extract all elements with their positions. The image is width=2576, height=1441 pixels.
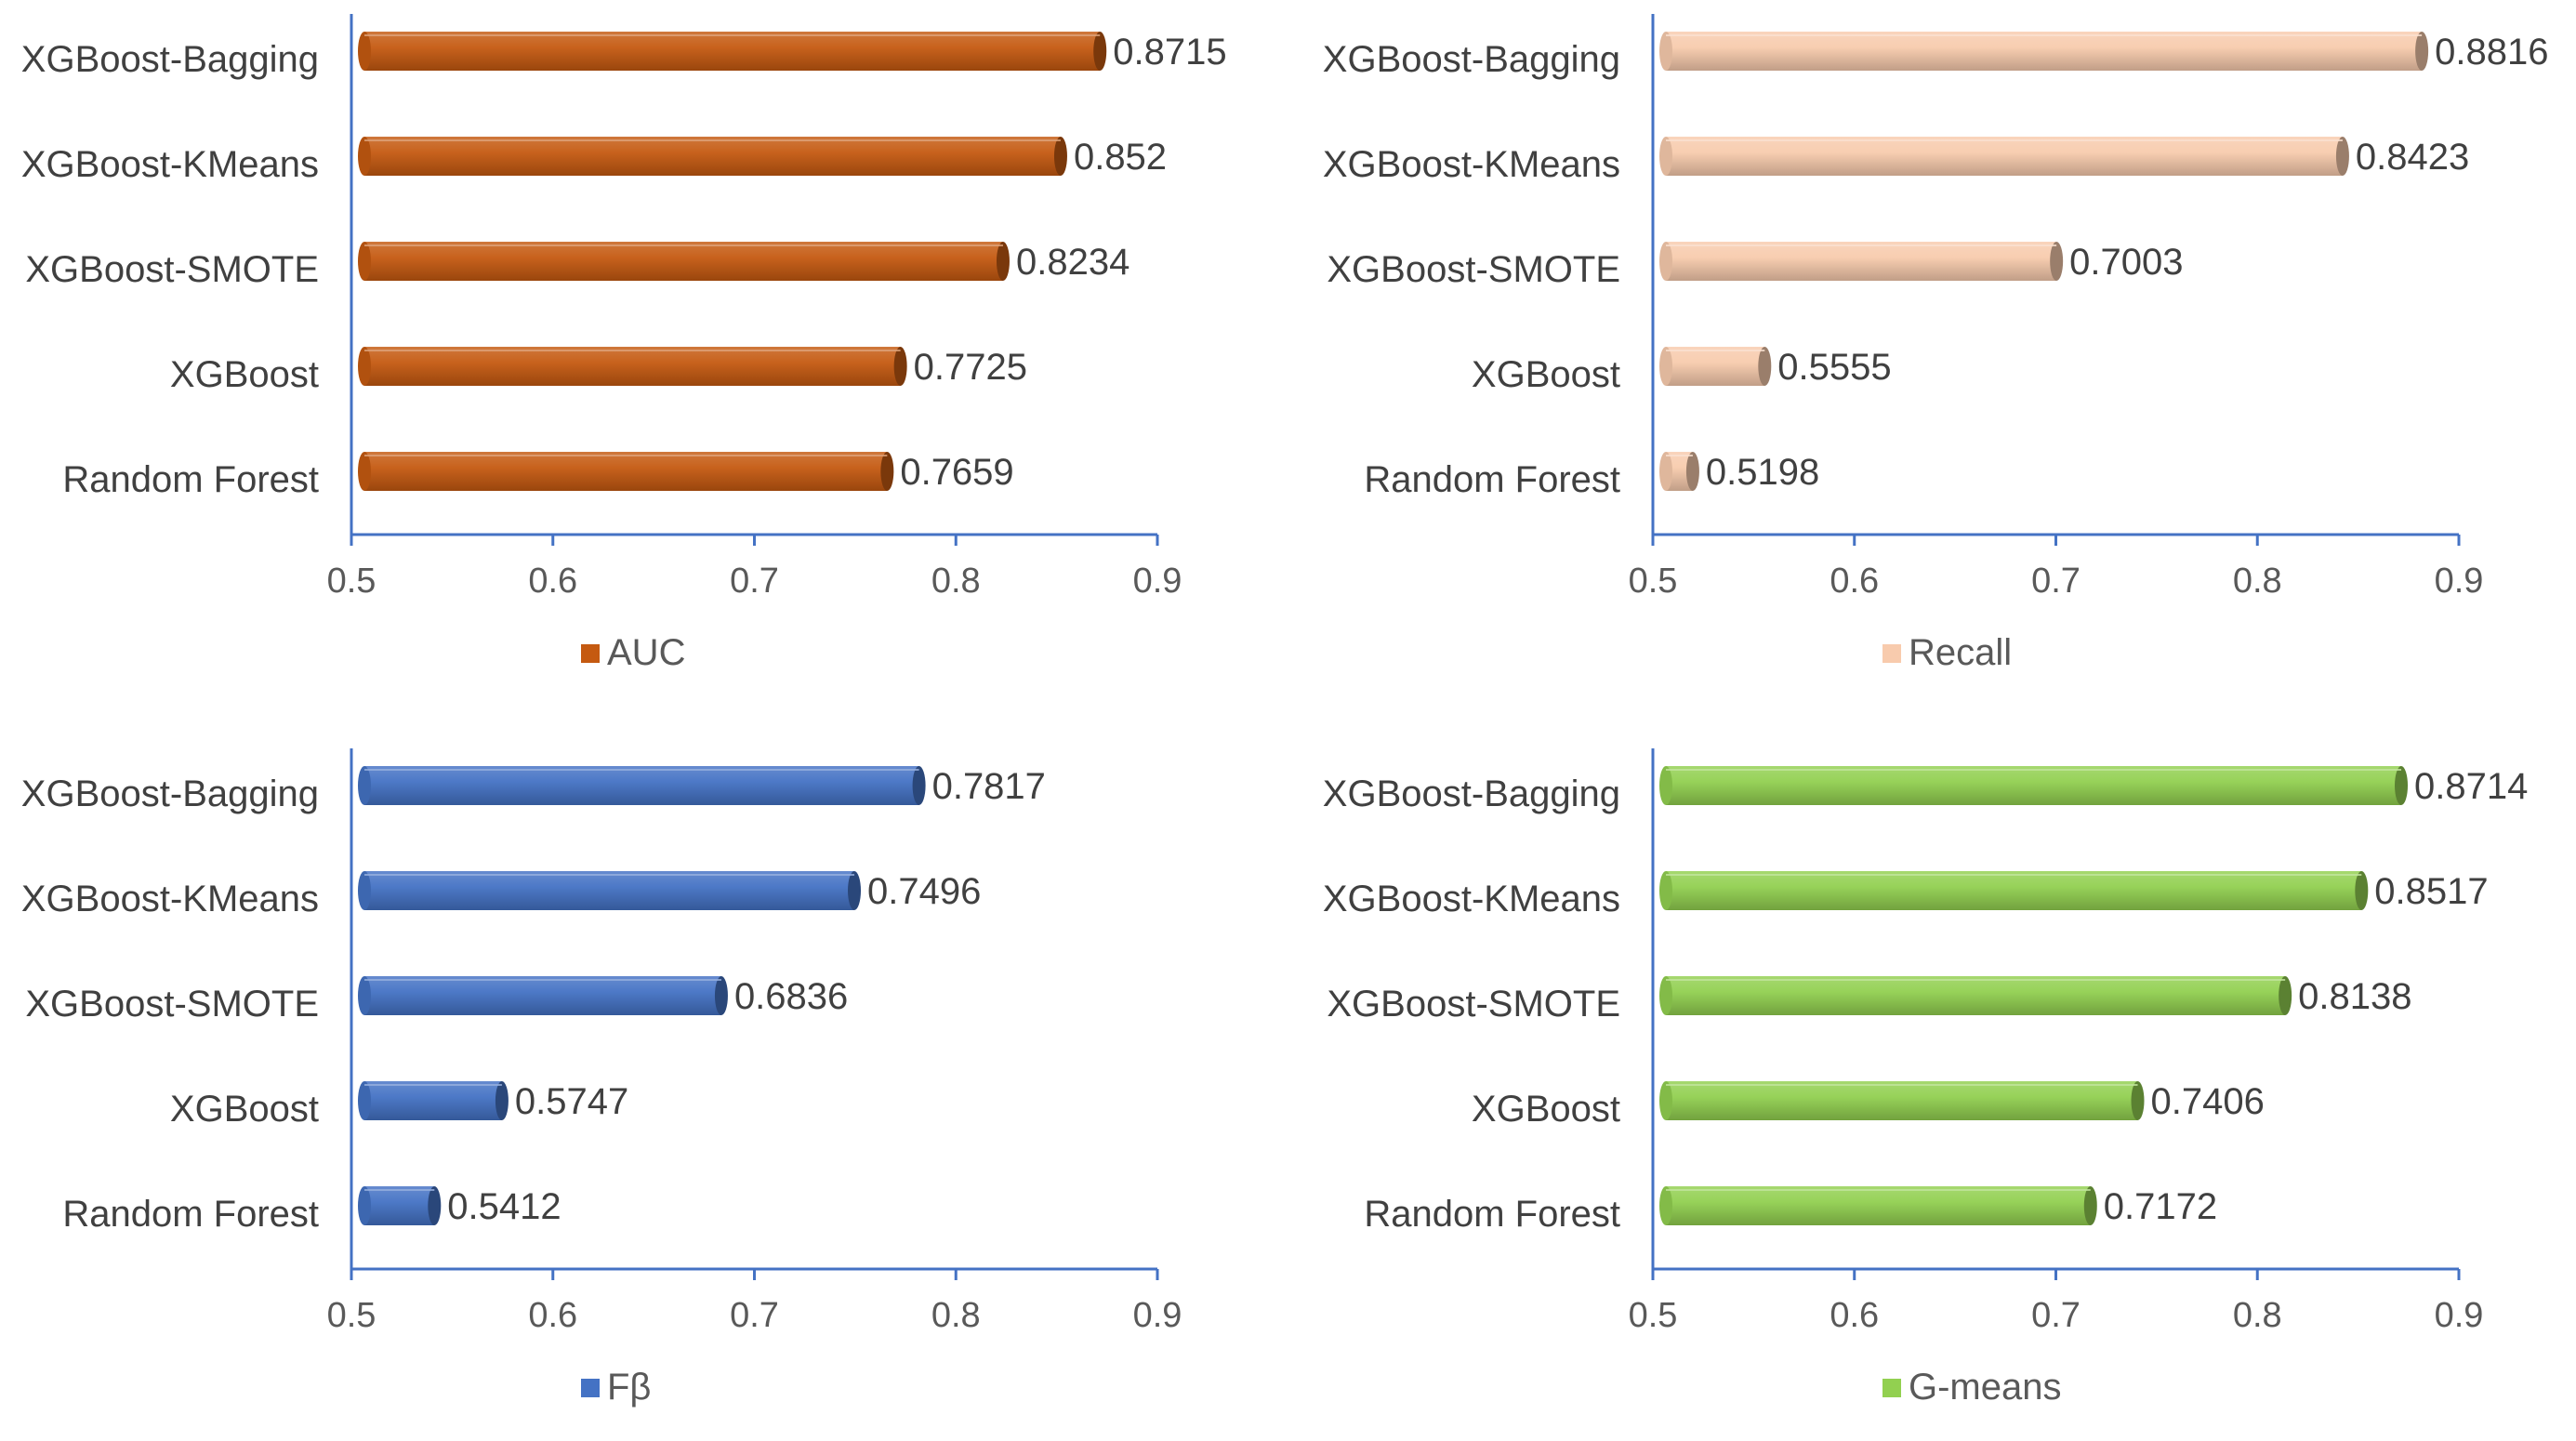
data-label: 0.6836 xyxy=(734,976,848,1017)
category-label: Random Forest xyxy=(1364,459,1620,500)
x-tick-label: 0.6 xyxy=(1830,1296,1879,1335)
data-label: 0.8234 xyxy=(1016,242,1129,283)
x-tick-label: 0.9 xyxy=(2435,1296,2484,1335)
x-tick-label: 0.5 xyxy=(327,1296,376,1335)
category-label: XGBoost-KMeans xyxy=(21,879,319,919)
bar xyxy=(1659,766,2409,805)
data-label: 0.7003 xyxy=(2069,242,2183,283)
data-label: 0.8423 xyxy=(2356,137,2469,178)
bar xyxy=(1659,1081,2145,1120)
category-label: XGBoost-Bagging xyxy=(1323,39,1620,80)
category-label: XGBoost xyxy=(170,1089,319,1130)
x-tick-label: 0.8 xyxy=(2233,562,2282,601)
data-label: 0.8715 xyxy=(1113,32,1226,73)
chart-svg: 0.5 0.6 0.7 0.8 0.9 XGBoost-Bagging 0.8715 XGBo… xyxy=(21,14,1227,673)
category-label: XGBoost xyxy=(1472,354,1620,395)
category-label: XGBoost xyxy=(170,354,319,395)
x-tick-label: 0.9 xyxy=(1133,1296,1182,1335)
bar xyxy=(358,766,926,805)
x-tick-label: 0.7 xyxy=(730,1296,779,1335)
bar xyxy=(358,976,728,1015)
data-label: 0.7406 xyxy=(2151,1081,2265,1122)
bar xyxy=(1659,452,1699,491)
category-label: XGBoost-SMOTE xyxy=(1327,249,1620,290)
category-label: XGBoost-SMOTE xyxy=(25,984,319,1025)
bar xyxy=(1659,976,2292,1015)
data-label: 0.5412 xyxy=(447,1186,561,1227)
data-label: 0.7172 xyxy=(2104,1186,2217,1227)
data-label: 0.7496 xyxy=(867,871,981,912)
recall-chart: 0.5 0.6 0.7 0.8 0.9 XGBoost-Bagging 0.8816 XGBo… xyxy=(1301,0,2575,707)
data-label: 0.5555 xyxy=(1777,347,1891,388)
data-label: 0.7725 xyxy=(914,347,1027,388)
bar xyxy=(1659,347,1772,386)
legend-swatch xyxy=(1882,1379,1901,1397)
x-tick-label: 0.5 xyxy=(1629,562,1678,601)
bar xyxy=(358,347,907,386)
category-label: Random Forest xyxy=(1364,1194,1620,1235)
x-tick-label: 0.7 xyxy=(2031,562,2081,601)
category-label: Random Forest xyxy=(62,1194,319,1235)
x-tick-label: 0.8 xyxy=(931,1296,981,1335)
bar xyxy=(358,452,894,491)
chart-svg: 0.5 0.6 0.7 0.8 0.9 XGBoost-Bagging 0.7817 XGBo… xyxy=(21,748,1182,1408)
category-label: XGBoost-SMOTE xyxy=(25,249,319,290)
bar xyxy=(1659,242,2064,281)
bar xyxy=(1659,1186,2097,1225)
category-label: XGBoost-Bagging xyxy=(1323,773,1620,814)
x-tick-label: 0.7 xyxy=(2031,1296,2081,1335)
category-label: Random Forest xyxy=(62,459,319,500)
data-label: 0.8138 xyxy=(2298,976,2411,1017)
chart-svg: 0.5 0.6 0.7 0.8 0.9 XGBoost-Bagging 0.8816 XGBo… xyxy=(1323,14,2548,673)
legend-swatch xyxy=(1882,644,1901,663)
data-label: 0.8816 xyxy=(2435,32,2548,73)
data-label: 0.8714 xyxy=(2414,766,2528,807)
fbeta-chart: 0.5 0.6 0.7 0.8 0.9 XGBoost-Bagging 0.7817 XGBo… xyxy=(0,734,1274,1441)
legend-label: AUC xyxy=(607,632,685,673)
data-label: 0.7659 xyxy=(900,452,1013,493)
category-label: XGBoost-Bagging xyxy=(21,39,319,80)
x-tick-label: 0.7 xyxy=(730,562,779,601)
bar xyxy=(1659,32,2429,71)
legend-label: Recall xyxy=(1909,632,2012,673)
data-label: 0.7817 xyxy=(932,766,1046,807)
x-tick-label: 0.6 xyxy=(528,1296,577,1335)
data-label: 0.5747 xyxy=(515,1081,628,1122)
legend-label: G-means xyxy=(1909,1367,2062,1408)
category-label: XGBoost xyxy=(1472,1089,1620,1130)
data-label: 0.8517 xyxy=(2374,871,2488,912)
bar xyxy=(358,1081,509,1120)
legend-swatch xyxy=(581,1379,600,1397)
chart-svg: 0.5 0.6 0.7 0.8 0.9 XGBoost-Bagging 0.8714 XGBo… xyxy=(1323,748,2528,1408)
bar xyxy=(358,1186,442,1225)
legend-swatch xyxy=(581,644,600,663)
legend-label: Fβ xyxy=(607,1367,651,1408)
category-label: XGBoost-KMeans xyxy=(1323,879,1620,919)
bar xyxy=(1659,137,2349,176)
auc-chart: 0.5 0.6 0.7 0.8 0.9 XGBoost-Bagging 0.8715 XGBo… xyxy=(0,0,1274,707)
category-label: XGBoost-SMOTE xyxy=(1327,984,1620,1025)
category-label: XGBoost-KMeans xyxy=(21,144,319,185)
bar xyxy=(358,137,1067,176)
category-label: XGBoost-KMeans xyxy=(1323,144,1620,185)
data-label: 0.852 xyxy=(1074,137,1167,178)
x-tick-label: 0.9 xyxy=(2435,562,2484,601)
x-tick-label: 0.6 xyxy=(1830,562,1879,601)
bar xyxy=(358,32,1107,71)
bar xyxy=(358,871,862,910)
bar xyxy=(1659,871,2369,910)
x-tick-label: 0.5 xyxy=(327,562,376,601)
category-label: XGBoost-Bagging xyxy=(21,773,319,814)
gmeans-chart: 0.5 0.6 0.7 0.8 0.9 XGBoost-Bagging 0.8714 XGBo… xyxy=(1301,734,2575,1441)
x-tick-label: 0.6 xyxy=(528,562,577,601)
x-tick-label: 0.8 xyxy=(2233,1296,2282,1335)
bar xyxy=(358,242,1010,281)
data-label: 0.5198 xyxy=(1706,452,1819,493)
x-tick-label: 0.8 xyxy=(931,562,981,601)
x-tick-label: 0.5 xyxy=(1629,1296,1678,1335)
x-tick-label: 0.9 xyxy=(1133,562,1182,601)
